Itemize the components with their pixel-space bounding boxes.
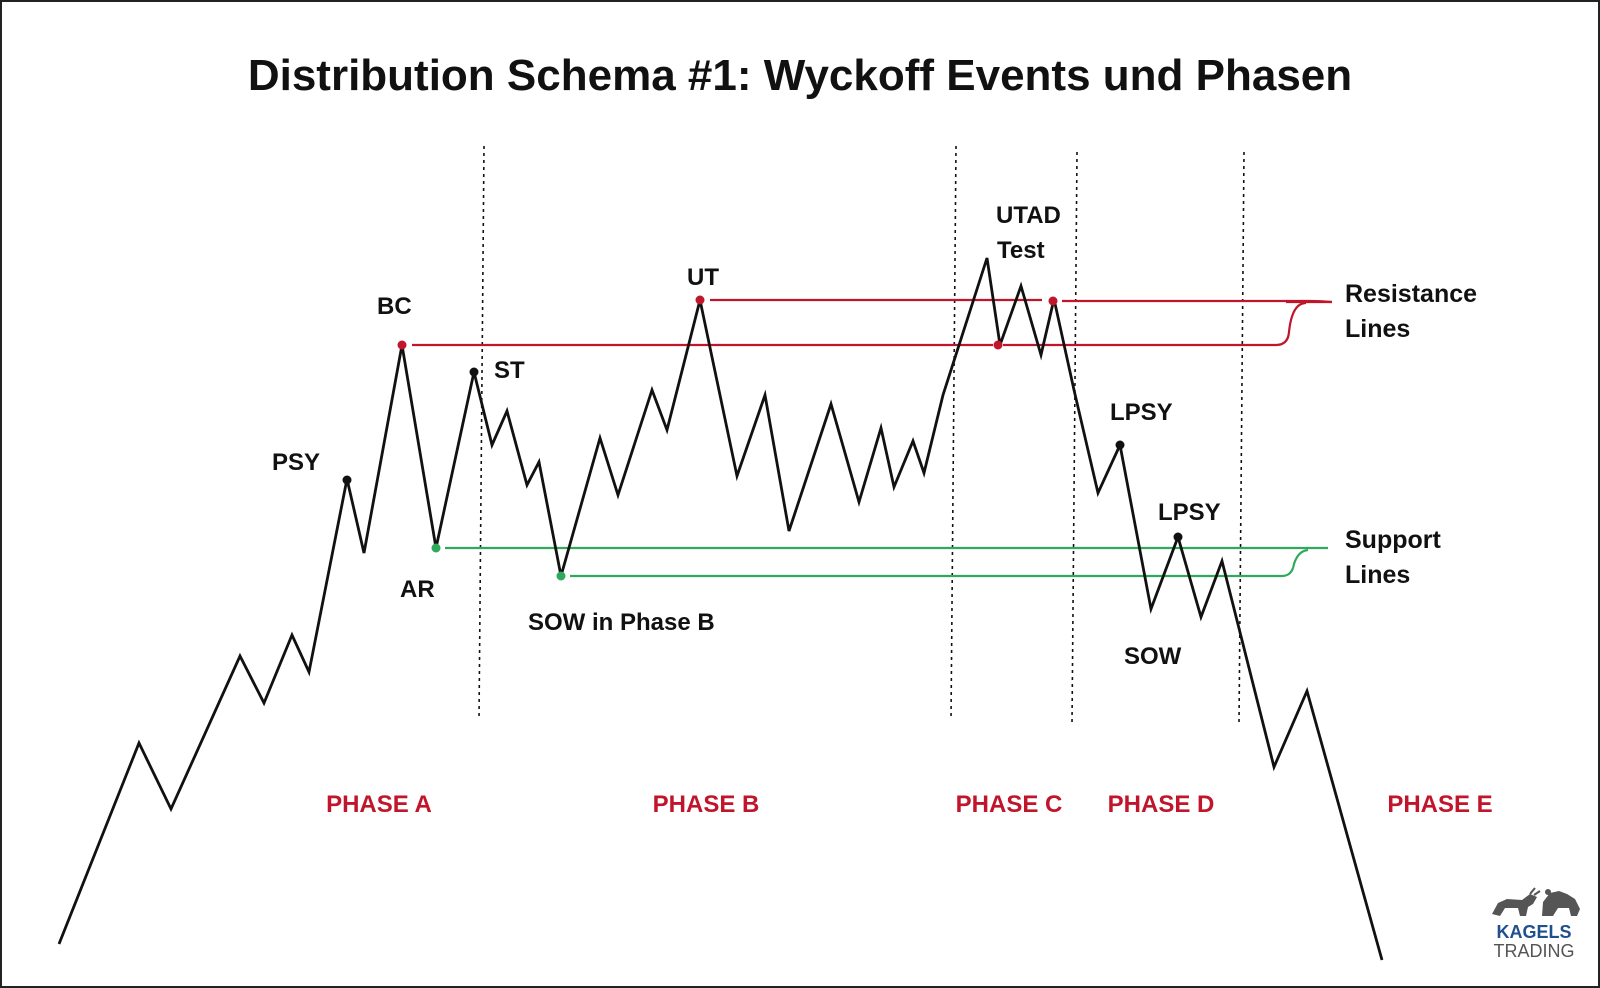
lpsy-2-dot bbox=[1173, 532, 1183, 542]
label-resistance-1: Resistance bbox=[1345, 280, 1477, 308]
kagels-trading-logo: KAGELS TRADING bbox=[1492, 887, 1580, 961]
resistance-line-lower-right bbox=[1003, 301, 1307, 347]
label-phase-a: PHASE A bbox=[326, 791, 432, 818]
psy-dot bbox=[342, 475, 352, 485]
sow-phase-b-dot bbox=[556, 571, 566, 581]
phase-separators bbox=[478, 145, 1245, 725]
label-test: Test bbox=[997, 237, 1045, 264]
phase-separator-cd bbox=[1071, 151, 1078, 725]
bc-dot bbox=[397, 340, 407, 350]
phase-separator-bc bbox=[950, 145, 957, 721]
resistance-lines bbox=[412, 298, 1333, 347]
ut-dot bbox=[695, 295, 705, 305]
phase-separator-ab bbox=[478, 145, 485, 721]
label-support-2: Lines bbox=[1345, 561, 1410, 589]
logo-brand-bottom: TRADING bbox=[1494, 941, 1575, 961]
label-utad: UTAD bbox=[996, 202, 1061, 229]
label-bc: BC bbox=[377, 293, 412, 320]
label-phase-b: PHASE B bbox=[653, 791, 760, 818]
label-psy: PSY bbox=[272, 449, 320, 476]
label-ut: UT bbox=[687, 264, 719, 291]
label-lpsy-1: LPSY bbox=[1110, 399, 1173, 426]
label-lpsy-2: LPSY bbox=[1158, 499, 1221, 526]
label-phase-e: PHASE E bbox=[1387, 791, 1492, 818]
label-resistance-2: Lines bbox=[1345, 315, 1410, 343]
price-path bbox=[57, 257, 1384, 961]
label-sow-phase-b: SOW in Phase B bbox=[528, 609, 715, 636]
logo-brand-top: KAGELS bbox=[1496, 922, 1571, 942]
utad-test-dot-upper bbox=[1048, 296, 1058, 306]
label-phase-c: PHASE C bbox=[956, 791, 1063, 818]
bull-bear-icon bbox=[1492, 887, 1580, 916]
label-phase-d: PHASE D bbox=[1108, 791, 1215, 818]
utad-test-dot-lower bbox=[993, 340, 1003, 350]
lpsy-1-dot bbox=[1115, 440, 1125, 450]
event-dots bbox=[342, 295, 1183, 581]
label-ar: AR bbox=[400, 576, 435, 603]
ar-dot bbox=[431, 543, 441, 553]
support-lines bbox=[445, 546, 1328, 578]
label-sow: SOW bbox=[1124, 643, 1182, 670]
label-support-1: Support bbox=[1345, 526, 1441, 554]
st-dot bbox=[469, 367, 479, 377]
support-line-lower bbox=[570, 548, 1309, 578]
label-st: ST bbox=[494, 357, 525, 384]
diagram-title: Distribution Schema #1: Wyckoff Events u… bbox=[248, 51, 1352, 100]
